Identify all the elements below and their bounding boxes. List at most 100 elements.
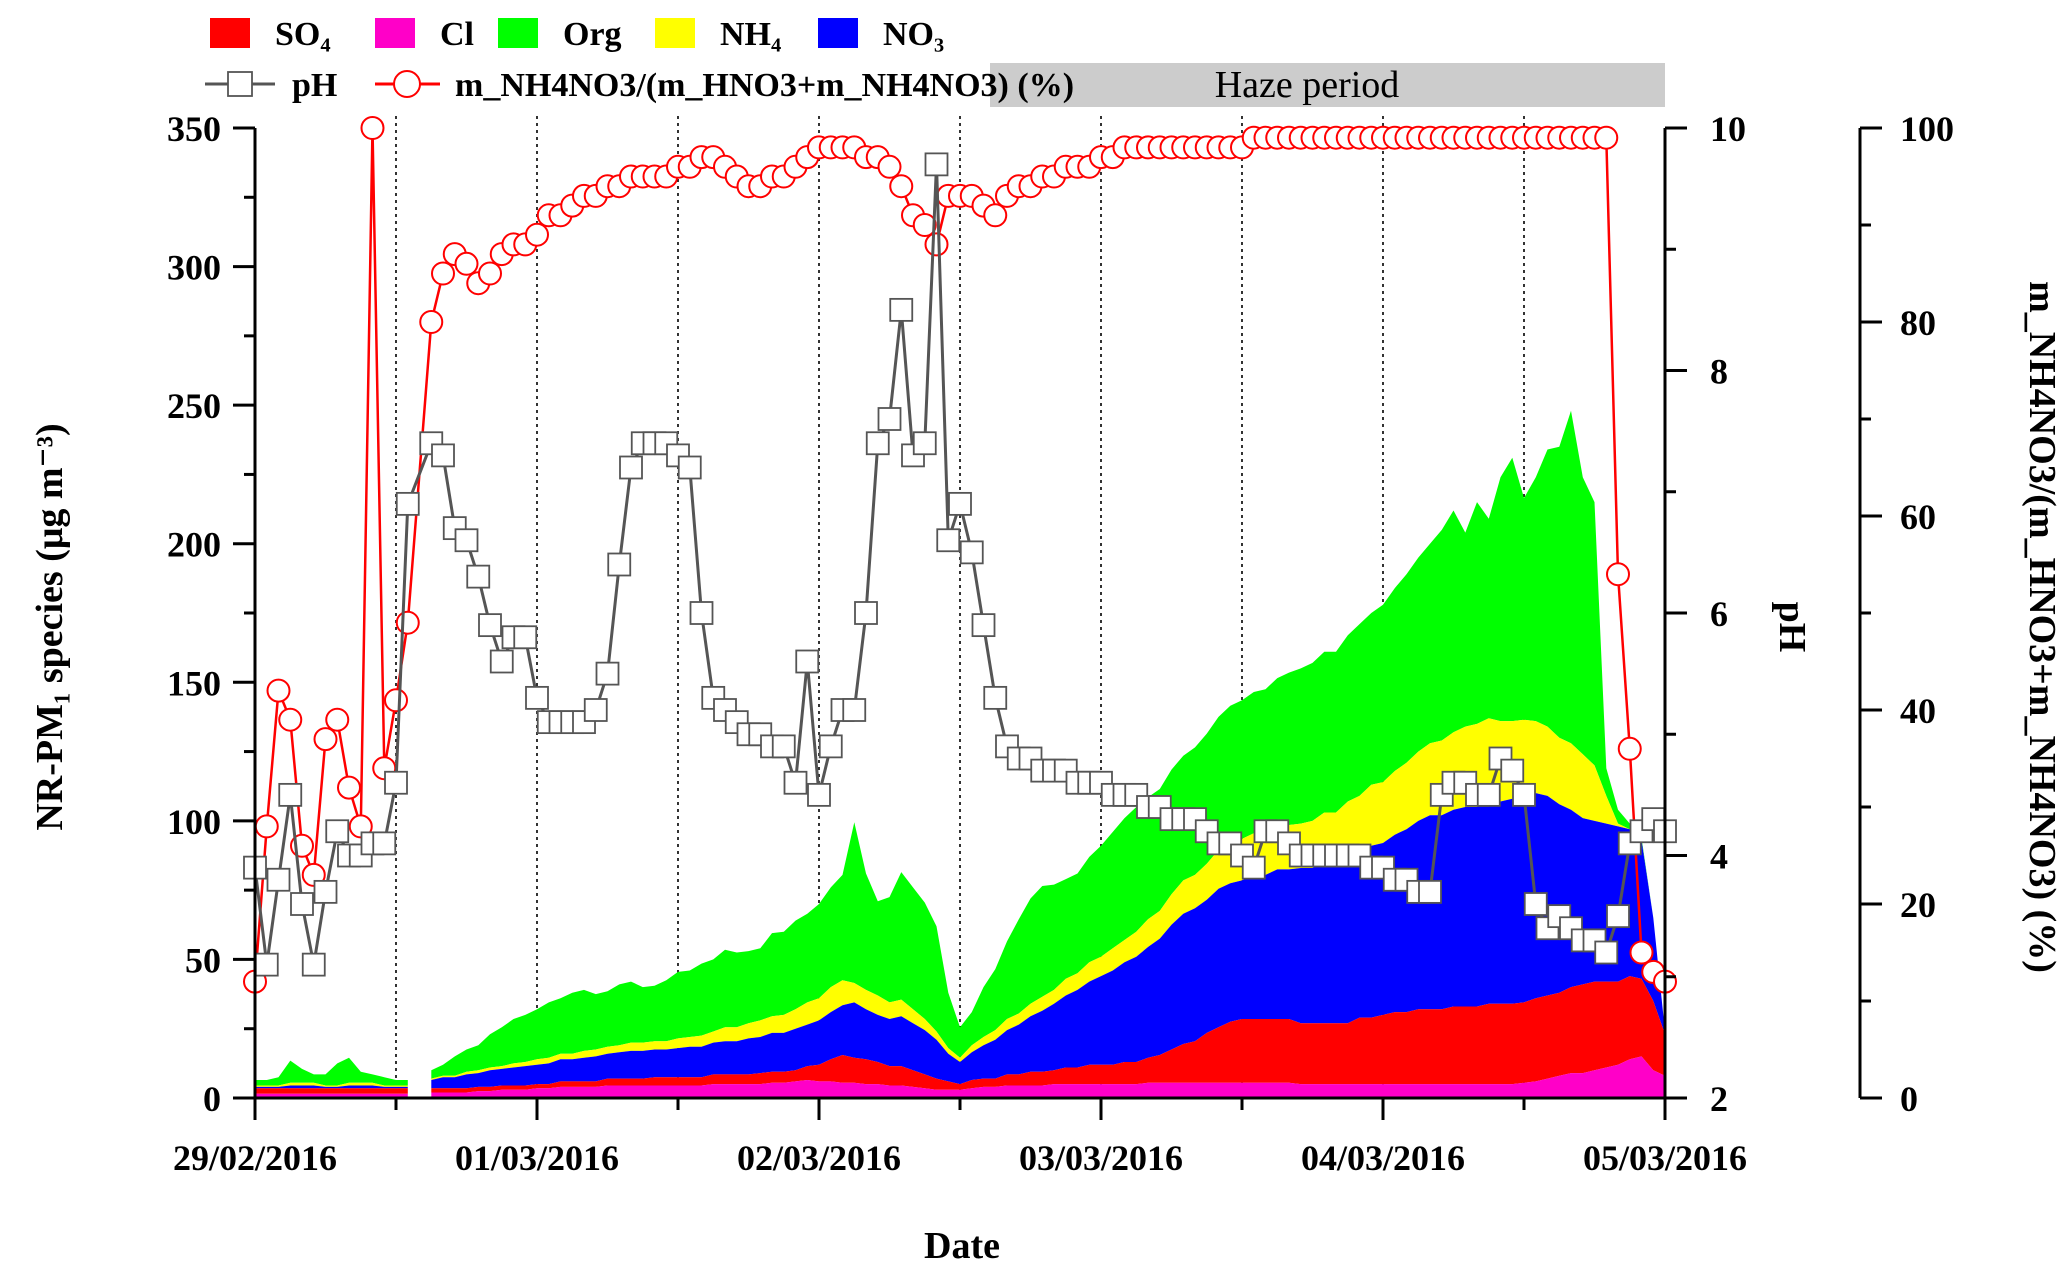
y-tick-label-ratio: 100	[1900, 109, 1954, 149]
legend-label-so4: SO₄	[275, 16, 331, 53]
ratio-point	[419, 310, 444, 334]
ph-point	[877, 407, 902, 431]
legend-ph-marker	[227, 71, 253, 97]
ph-point	[689, 601, 714, 625]
ph-point	[384, 770, 408, 795]
y-axis-title-left-group: NR-PM₁ species (μg m⁻³)	[29, 423, 71, 830]
ph-point	[865, 431, 890, 456]
ph-point	[254, 952, 279, 977]
y-tick-label-ratio: 60	[1900, 497, 1936, 537]
y-tick-label-ratio: 40	[1900, 691, 1936, 731]
y-tick-label-left: 350	[167, 109, 221, 149]
ratio-point	[325, 707, 350, 732]
ph-point	[771, 734, 796, 759]
ratio-point	[313, 727, 338, 752]
ph-point	[313, 879, 338, 904]
ratio-point	[525, 222, 549, 247]
ph-point	[1512, 782, 1536, 807]
legend-label-cl: Cl	[440, 16, 474, 53]
ph-point	[619, 455, 643, 480]
x-tick-label: 02/03/2016	[737, 1138, 901, 1178]
area-nh4	[431, 718, 1665, 1080]
ratio-line	[243, 116, 1677, 994]
ph-point	[266, 867, 291, 892]
ph-point	[783, 770, 808, 795]
y-tick-label-ph: 10	[1710, 109, 1746, 149]
legend-ratio-marker	[393, 70, 421, 98]
x-tick-label: 29/02/2016	[173, 1138, 337, 1178]
legend-swatch-so4	[210, 18, 250, 48]
ph-point	[431, 443, 455, 468]
ph-point	[889, 297, 914, 322]
ph-point	[1241, 855, 1266, 880]
ratio-point	[1617, 736, 1642, 761]
y-tick-label-left: 200	[167, 525, 221, 565]
legend-label-org: Org	[563, 16, 622, 53]
ratio-point	[278, 707, 303, 732]
ph-point	[454, 528, 479, 553]
ratio-point	[254, 814, 279, 839]
ratio-point	[1594, 125, 1619, 150]
y-tick-label-ph: 8	[1710, 352, 1728, 392]
x-axis-title: Date	[924, 1225, 1000, 1267]
ph-line	[243, 152, 1677, 977]
ratio-point	[1629, 940, 1654, 965]
y-axis-title-ratio-group: m_NH4NO3/(m_HNO3+m_NH4NO3) (%)	[2021, 281, 2063, 973]
ratio-point	[431, 261, 455, 286]
y-axis-title-ph: pH	[1771, 602, 1813, 653]
ph-point	[1594, 940, 1619, 965]
ph-point	[948, 491, 972, 516]
ratio-point	[360, 116, 385, 140]
area-cl	[431, 1056, 1665, 1098]
ph-point	[971, 613, 996, 638]
area-org	[255, 1057, 408, 1086]
y-axis-title-left: NR-PM₁ species (μg m⁻³)	[29, 423, 71, 830]
haze-period-band	[990, 63, 1665, 107]
y-tick-label-ph: 6	[1710, 594, 1728, 634]
haze-period-label: Haze period	[1215, 64, 1400, 106]
ph-point	[842, 698, 867, 722]
area-so4	[431, 976, 1665, 1093]
ph-point	[478, 613, 502, 638]
ratio-point	[337, 775, 361, 800]
legend-label-ph: pH	[292, 67, 337, 104]
y-tick-label-ph: 2	[1710, 1079, 1728, 1119]
y-tick-label-left: 250	[167, 386, 221, 426]
area-org	[431, 410, 1665, 1079]
ratio-point	[912, 213, 937, 237]
ratio-point	[266, 678, 291, 703]
axes: 0501001502002503003502468100204060801002…	[167, 109, 1954, 1178]
x-tick-label: 03/03/2016	[1019, 1138, 1183, 1178]
y-tick-label-left: 150	[167, 663, 221, 703]
y-tick-label-ratio: 80	[1900, 303, 1936, 343]
y-tick-label-left: 300	[167, 248, 221, 288]
legend-label-no3: NO₃	[883, 16, 944, 53]
ph-point	[301, 952, 326, 977]
ratio-point	[877, 154, 902, 179]
x-tick-label: 05/03/2016	[1583, 1138, 1747, 1178]
ph-point	[325, 819, 350, 844]
ph-point	[583, 698, 608, 722]
ratio-point	[924, 232, 949, 257]
legend-swatch-nh4	[655, 18, 695, 48]
y-axis-title-ratio: m_NH4NO3/(m_HNO3+m_NH4NO3) (%)	[2021, 281, 2063, 973]
ph-point	[936, 528, 961, 553]
ratio-point	[983, 203, 1008, 228]
ph-point	[1523, 892, 1548, 916]
legend-label-ratio: m_NH4NO3/(m_HNO3+m_NH4NO3) (%)	[455, 67, 1074, 104]
y-tick-label-left: 0	[203, 1079, 221, 1119]
ph-point	[854, 601, 878, 625]
area-no3	[255, 1085, 408, 1089]
y-tick-label-left: 100	[167, 802, 221, 842]
ratio-point	[395, 610, 420, 635]
legend-swatch-org	[498, 18, 538, 48]
area-so4	[255, 1088, 408, 1094]
ph-point	[278, 782, 303, 807]
ph-point	[795, 649, 820, 674]
ph-point	[677, 455, 702, 480]
y-tick-label-ph: 4	[1710, 837, 1728, 877]
legend: SO₄ Cl Org NH₄ NO₃ pH m_NH4NO3/(m_HNO3+m_NH4NO…	[205, 16, 1074, 104]
x-tick-label: 01/03/2016	[455, 1138, 619, 1178]
